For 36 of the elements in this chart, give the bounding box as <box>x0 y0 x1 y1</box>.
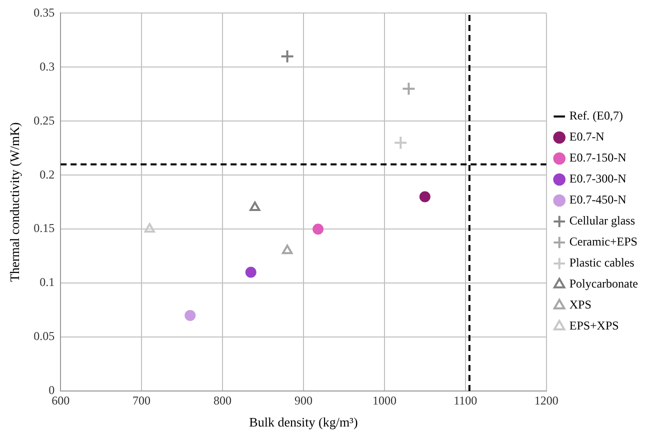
legend-label: E0.7-150-N <box>569 150 627 165</box>
x-tick-label: 1200 <box>534 393 558 408</box>
legend-label: Cellular glass <box>569 214 636 228</box>
legend-label: Ceramic+EPS <box>569 234 638 249</box>
point <box>312 224 324 235</box>
legend-label: XPS <box>569 298 592 312</box>
point <box>280 49 294 64</box>
x-tick-label: 900 <box>294 393 312 408</box>
y-tick-label: 0.15 <box>34 221 55 236</box>
x-tick-label: 800 <box>214 393 232 408</box>
point <box>394 136 408 150</box>
x-tick-label: 700 <box>132 393 151 408</box>
y-tick-label: 0.25 <box>34 113 55 128</box>
y-tick-label: 0.1 <box>40 275 55 290</box>
point <box>250 201 260 211</box>
y-tick-label: 0.35 <box>34 5 55 20</box>
y-axis-title: Thermal conductivity (W/mK) <box>7 122 22 282</box>
point <box>282 244 293 254</box>
legend-label: Ref. (E0,7) <box>569 108 624 123</box>
point <box>402 82 416 96</box>
x-axis-title: Bulk density (kg/m³) <box>249 414 358 430</box>
point <box>144 223 155 233</box>
legend-label: E0.7-450-N <box>569 192 627 207</box>
x-tick-label: 1100 <box>454 393 478 408</box>
legend-label: EPS+XPS <box>569 318 619 333</box>
y-tick-label: 0.05 <box>34 329 55 344</box>
point <box>245 266 256 278</box>
point <box>419 191 430 202</box>
legend-label: Polycarbonate <box>569 276 638 291</box>
point <box>184 310 196 321</box>
y-tick-label: 0.2 <box>40 167 55 182</box>
legend-label: E0.7-N <box>569 130 605 144</box>
y-tick-label: 0.3 <box>40 59 55 74</box>
legend-label: Plastic cables <box>569 256 635 270</box>
legend-label: E0.7-300-N <box>569 172 627 186</box>
x-tick-label: 1000 <box>372 393 396 408</box>
